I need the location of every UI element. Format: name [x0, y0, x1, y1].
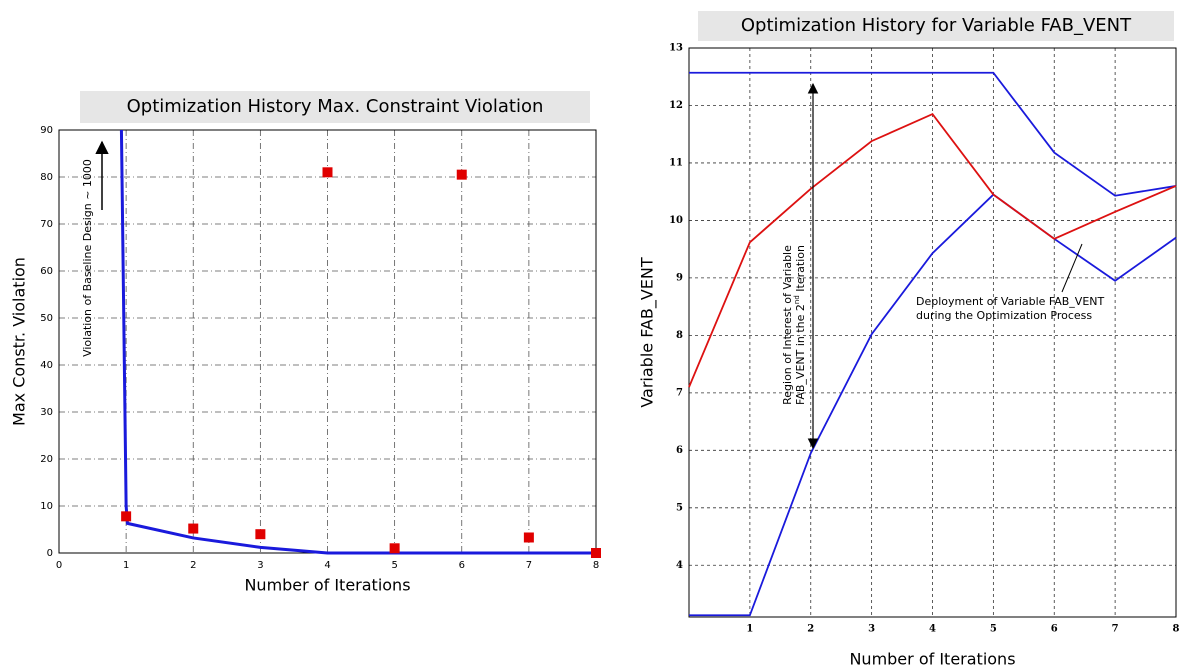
x-tick-label: 4 — [324, 560, 330, 571]
y-tick-label: 30 — [40, 407, 53, 418]
y-tick-label: 70 — [40, 219, 53, 230]
data-point — [456, 169, 467, 180]
chart-title: Optimization History Max. Constraint Vio… — [127, 96, 544, 117]
y-tick-label: 40 — [40, 360, 53, 371]
y-axis-label: Variable FAB_VENT — [638, 257, 658, 408]
data-point — [322, 167, 333, 178]
x-axis-label: Number of Iterations — [244, 576, 410, 595]
chart-title: Optimization History for Variable FAB_VE… — [741, 15, 1132, 36]
data-point — [523, 532, 534, 543]
x-tick-label: 8 — [1173, 624, 1180, 635]
x-tick-label: 8 — [593, 560, 599, 571]
x-tick-label: 2 — [190, 560, 196, 571]
annotation-part: Iteration — [794, 245, 807, 295]
y-tick-label: 4 — [676, 560, 683, 571]
y-tick-label: 9 — [676, 272, 683, 283]
x-tick-label: 7 — [1112, 624, 1119, 635]
callout: Deployment of Variable FAB_VENT — [916, 295, 1105, 308]
data-point — [188, 523, 199, 534]
annotation: Region of Interest of Variable — [781, 245, 794, 405]
y-tick-label: 7 — [676, 387, 683, 398]
x-tick-label: 2 — [807, 624, 814, 635]
annotation: FAB_VENT in the 2nd Iteration — [793, 245, 807, 405]
y-tick-label: 10 — [40, 501, 53, 512]
data-line — [688, 112, 1177, 388]
y-tick-label: 10 — [669, 215, 683, 226]
y-tick-label: 0 — [47, 548, 53, 559]
x-tick-label: 6 — [1051, 624, 1058, 635]
y-tick-label: 60 — [40, 266, 53, 277]
data-point — [591, 548, 601, 558]
callout: during the Optimization Process — [916, 309, 1092, 322]
annotation-part: FAB_VENT in the 2 — [794, 304, 807, 405]
x-tick-label: 1 — [123, 560, 129, 571]
data-point — [389, 543, 400, 554]
callout-line — [1061, 243, 1083, 293]
x-tick-label: 5 — [990, 624, 997, 635]
x-tick-label: 0 — [56, 560, 62, 571]
data-point — [121, 511, 132, 522]
x-tick-label: 1 — [746, 624, 753, 635]
y-tick-label: 50 — [40, 313, 53, 324]
y-axis-label: Max Constr. Violation — [10, 257, 29, 426]
data-line — [689, 71, 1177, 197]
y-tick-label: 8 — [676, 330, 683, 341]
x-axis-label: Number of Iterations — [849, 650, 1015, 668]
title-box — [80, 91, 590, 123]
x-tick-label: 5 — [391, 560, 397, 571]
y-tick-label: 6 — [676, 445, 683, 456]
x-tick-label: 7 — [526, 560, 532, 571]
y-tick-label: 90 — [40, 125, 53, 136]
data-point — [255, 529, 266, 540]
x-tick-label: 6 — [459, 560, 465, 571]
data-line — [689, 193, 1177, 617]
y-tick-label: 20 — [40, 454, 53, 465]
y-tick-label: 11 — [669, 157, 683, 168]
annotation: Violation of Baseline Design ~ 1000 — [81, 159, 94, 357]
y-tick-label: 12 — [669, 100, 683, 111]
x-tick-label: 3 — [868, 624, 875, 635]
plot-frame — [688, 47, 1177, 618]
x-tick-label: 3 — [257, 560, 263, 571]
y-tick-label: 80 — [40, 172, 53, 183]
annotation-part: nd — [793, 295, 801, 304]
y-tick-label: 5 — [676, 502, 683, 513]
title-box — [698, 11, 1174, 41]
x-tick-label: 4 — [929, 624, 936, 635]
y-tick-label: 13 — [669, 43, 683, 54]
data-line — [119, 129, 596, 555]
